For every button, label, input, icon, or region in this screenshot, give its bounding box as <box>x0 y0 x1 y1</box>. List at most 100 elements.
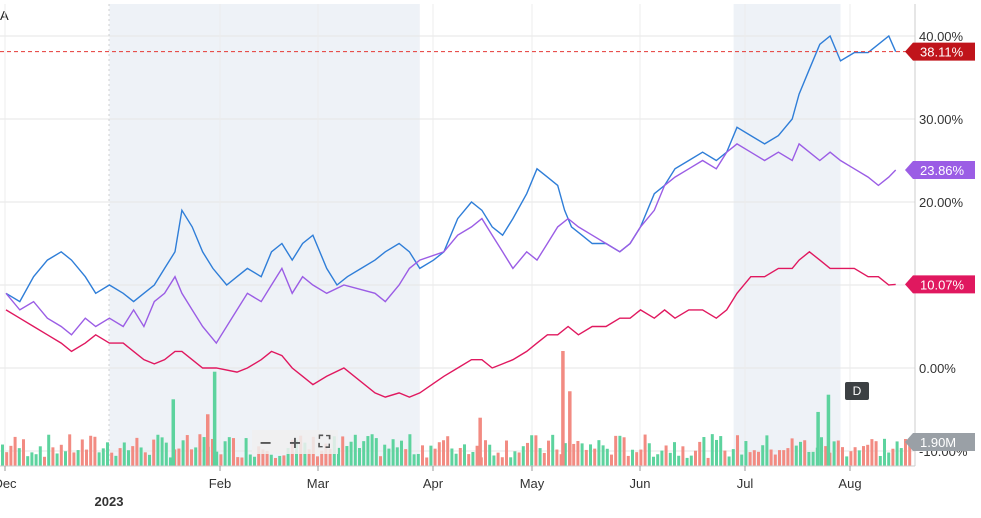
volume-bar <box>610 454 613 466</box>
volume-badge-text: 1.90M <box>920 435 956 450</box>
volume-bar <box>534 435 538 466</box>
volume-spike <box>816 411 820 466</box>
volume-spike <box>826 394 831 466</box>
price-series <box>5 34 897 398</box>
volume-bar <box>555 449 559 466</box>
x-axis: Dec Feb Mar Apr May Jun Jul Aug 2023 <box>0 465 915 509</box>
volume-bar <box>660 450 664 466</box>
volume-bar <box>387 448 391 466</box>
last-value-badge-2-shape <box>905 275 975 294</box>
volume-bar <box>853 447 857 466</box>
volume-bar <box>698 441 702 466</box>
x-tick-label: Jun <box>630 476 651 491</box>
volume-bar <box>757 451 760 466</box>
volume-bar <box>471 451 475 466</box>
volume-bar <box>38 446 42 466</box>
series-blue-line <box>5 34 897 303</box>
volume-bar <box>274 457 277 466</box>
volume-bar <box>160 437 164 466</box>
volume-bar <box>509 457 513 466</box>
zoom-in-button[interactable]: + <box>288 432 302 452</box>
volume-bar <box>563 443 567 466</box>
volume-bar <box>559 454 563 466</box>
volume-bar <box>723 450 727 466</box>
volume-bar <box>748 452 752 466</box>
volume-bar <box>526 442 529 466</box>
volume-bar <box>215 451 219 466</box>
volume-bar <box>643 434 647 466</box>
volume-bar <box>345 446 349 466</box>
volume-bar <box>26 456 30 466</box>
volume-bar <box>710 434 714 466</box>
volume-bar <box>164 442 168 466</box>
volume-spike <box>478 417 482 466</box>
fullscreen-button[interactable]: ⛶ <box>318 432 330 451</box>
volume-bar <box>202 437 206 466</box>
volume-bar <box>76 450 80 466</box>
volume-bar <box>681 446 685 466</box>
volume-bar <box>122 442 126 466</box>
volume-bar <box>22 439 25 466</box>
volume-bar <box>736 435 739 466</box>
volume-bar <box>156 434 160 466</box>
volume-bar <box>622 437 626 466</box>
volume-bar <box>278 455 282 466</box>
volume-bar <box>366 436 370 466</box>
volume-bar <box>286 448 290 466</box>
volume-bar <box>677 455 681 466</box>
volume-bar <box>362 441 366 466</box>
volume-spike <box>212 371 217 466</box>
y-axis: 40.00%30.00%20.00%0.00%-10.00% <box>914 4 968 466</box>
volume-bar <box>391 439 395 466</box>
volume-bar <box>551 434 555 466</box>
volume-bar <box>521 446 525 466</box>
volume-bar <box>177 448 181 466</box>
volume-bar <box>605 448 609 466</box>
volume-bar <box>668 452 672 466</box>
volume-bar <box>72 452 76 466</box>
volume-bar <box>458 447 462 466</box>
volume-bar <box>181 440 185 466</box>
last-value-badge-2: 10.07% <box>905 275 975 294</box>
volume-bar <box>601 445 605 466</box>
volume-bar <box>248 454 252 466</box>
volume-bar <box>589 444 592 466</box>
volume-bar <box>652 456 655 466</box>
interval-badge[interactable]: D <box>845 382 869 400</box>
volume-bar <box>492 455 496 466</box>
volume-bar <box>807 451 811 466</box>
volume-bar <box>404 449 408 466</box>
x-tick-label: Jul <box>737 476 754 491</box>
volume-bar <box>379 456 382 466</box>
volume-bar <box>303 442 307 466</box>
volume-bar <box>836 440 840 466</box>
x-tick-label: Apr <box>423 476 444 491</box>
volume-bar <box>425 457 429 466</box>
volume-bar <box>114 455 118 466</box>
volume-bar <box>639 449 643 466</box>
volume-bar <box>337 447 340 466</box>
zoom-out-button[interactable]: − <box>258 432 273 452</box>
volume-bar <box>9 445 13 466</box>
y-tick-label: 0.00% <box>919 361 956 376</box>
volume-bar <box>895 441 899 466</box>
volume-bar <box>513 451 517 466</box>
y-tick-label: 30.00% <box>919 112 964 127</box>
volume-bar <box>584 449 588 466</box>
x-tick-label: Dec <box>0 476 17 491</box>
volume-bar <box>488 444 492 466</box>
volume-bar <box>223 441 227 466</box>
y-tick-label: 20.00% <box>919 195 964 210</box>
last-value-badge-0-text: 38.11% <box>920 45 964 60</box>
last-value-badges: 38.11% 23.86% 10.07% 1.90M <box>905 42 975 451</box>
volume-bar <box>64 451 67 466</box>
volume-bar <box>475 445 479 466</box>
volume-bar <box>857 450 861 466</box>
volume-bar <box>530 435 534 466</box>
volume-bar <box>685 457 689 466</box>
volume-bar <box>761 445 765 466</box>
volume-bar <box>517 452 521 466</box>
volume-bar <box>316 456 319 466</box>
volume-bar <box>152 439 156 466</box>
